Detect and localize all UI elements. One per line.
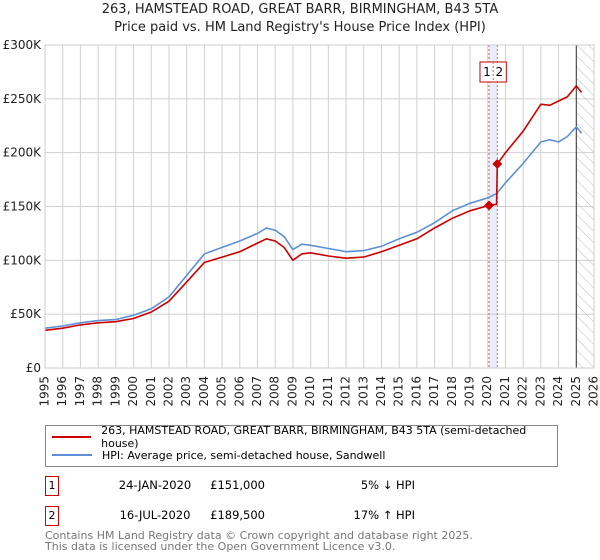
sale-price: £151,000 — [210, 478, 265, 492]
x-tick-label: 2026 — [587, 376, 600, 407]
x-tick-label: 2010 — [303, 376, 317, 407]
sale-price: £189,500 — [210, 508, 265, 522]
footer-line-2: This data is licensed under the Open Gov… — [45, 540, 396, 553]
x-tick-label: 2022 — [516, 376, 530, 407]
chart-title: 263, HAMSTEAD ROAD, GREAT BARR, BIRMINGH… — [101, 2, 499, 17]
hpi-line — [44, 125, 583, 329]
x-tick-label: 2002 — [161, 376, 175, 407]
chart-subtitle: Price paid vs. HM Land Registry's House … — [114, 20, 486, 35]
plot-frame — [44, 44, 595, 369]
y-tick-label: £200K — [3, 146, 43, 160]
x-tick-label: 2020 — [480, 376, 494, 407]
sale-hpi: 17% ↑ HPI — [353, 508, 415, 522]
plot-area: 1995 1996 1997 1998 1999 2000 2001 2002 2003 2004… — [3, 38, 600, 407]
sale-label: 2 — [495, 65, 503, 79]
sale-badge: 1 — [45, 476, 59, 496]
x-tick-label: 2003 — [179, 376, 193, 407]
price-paid-line — [44, 84, 583, 332]
legend: 263, HAMSTEAD ROAD, GREAT BARR, BIRMINGH… — [45, 424, 558, 467]
y-tick-label: £50K — [10, 307, 42, 321]
sale-point — [484, 200, 494, 211]
x-tick-label: 2023 — [533, 376, 547, 407]
x-tick-label: 2001 — [144, 376, 158, 407]
y-tick-label: £250K — [3, 92, 43, 106]
x-tick-label: 1996 — [55, 376, 69, 407]
x-tick-label: 2021 — [498, 376, 512, 407]
y-tick-label: £0 — [26, 361, 41, 375]
x-tick-label: 2014 — [374, 376, 388, 407]
legend-item-hpi: HPI: Average price, semi-detached house,… — [46, 447, 385, 463]
x-tick-label: 2018 — [445, 376, 459, 407]
legend-swatch-red — [52, 436, 92, 438]
x-tick-label: 2007 — [250, 376, 264, 407]
x-tick-label: 1999 — [108, 376, 122, 407]
x-tick-label: 2005 — [215, 376, 229, 407]
sale-badge: 2 — [45, 506, 59, 526]
y-tick-label: £100K — [3, 253, 43, 267]
x-tick-label: 2024 — [551, 376, 565, 407]
x-tick-label: 1998 — [91, 376, 105, 407]
x-tick-label: 2008 — [268, 376, 282, 407]
x-tick-label: 2025 — [569, 376, 583, 407]
sale-date: 24-JAN-2020 — [118, 478, 192, 492]
x-tick-label: 2011 — [321, 376, 335, 407]
y-tick-label: £300K — [3, 38, 43, 52]
x-tick-label: 2019 — [463, 376, 477, 407]
x-tick-label: 2017 — [427, 376, 441, 407]
footer-line-1: Contains HM Land Registry data © Crown c… — [45, 529, 473, 542]
legend-label: HPI: Average price, semi-detached house,… — [102, 448, 386, 462]
x-tick-label: 2015 — [392, 376, 406, 407]
x-tick-label: 1995 — [38, 376, 52, 407]
footer: Contains HM Land Registry data © Crown c… — [45, 530, 473, 552]
x-tick-label: 2012 — [339, 376, 353, 407]
sale-date: 16-JUL-2020 — [119, 508, 191, 522]
x-tick-label: 2009 — [285, 376, 299, 407]
sale-hpi: 5% ↓ HPI — [360, 478, 415, 492]
x-tick-label: 1997 — [73, 376, 87, 407]
legend-swatch-blue — [52, 454, 92, 456]
legend-item-property: 263, HAMSTEAD ROAD, GREAT BARR, BIRMINGH… — [46, 424, 557, 450]
sale-label: 1 — [483, 65, 491, 79]
sale-point — [492, 159, 503, 169]
x-tick-label: 2016 — [409, 376, 423, 407]
x-tick-label: 2000 — [126, 376, 140, 407]
x-tick-label: 2013 — [356, 376, 370, 407]
legend-label: 263, HAMSTEAD ROAD, GREAT BARR, BIRMINGH… — [101, 424, 527, 450]
y-tick-label: £150K — [3, 200, 43, 214]
x-tick-label: 2006 — [232, 376, 246, 407]
x-tick-label: 2004 — [197, 376, 211, 407]
